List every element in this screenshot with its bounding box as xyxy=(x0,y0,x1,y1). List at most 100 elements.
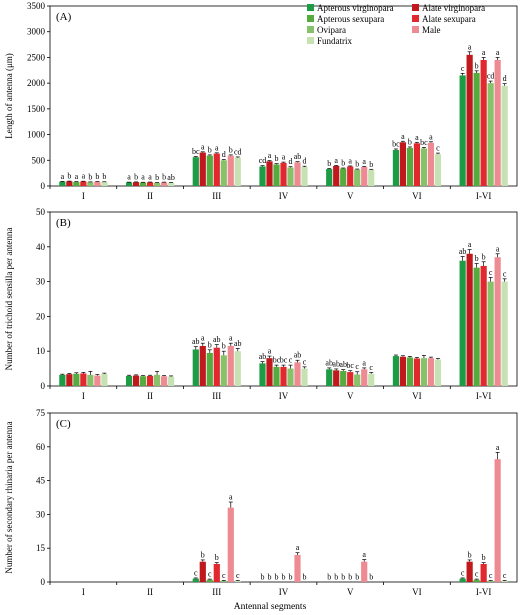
bar xyxy=(234,157,241,186)
bar xyxy=(94,375,101,386)
bar xyxy=(206,352,213,386)
significance-letter: c xyxy=(289,356,293,365)
significance-letter: b xyxy=(208,145,212,154)
bar xyxy=(392,150,400,186)
bar xyxy=(420,358,428,386)
legend-label: Alate sexupara xyxy=(422,14,476,24)
significance-letter: ab xyxy=(234,339,242,348)
significance-letter: bc xyxy=(420,138,428,147)
bar xyxy=(434,359,442,386)
significance-letter: a xyxy=(429,132,433,141)
bar xyxy=(227,155,234,186)
bar xyxy=(494,459,501,582)
bar xyxy=(280,162,287,186)
significance-letter: a xyxy=(82,172,86,181)
significance-letter: a xyxy=(148,173,152,182)
significance-letter: ab xyxy=(325,358,333,367)
x-tick-label: III xyxy=(212,391,221,401)
bar xyxy=(392,356,400,386)
significance-letter: b xyxy=(155,173,159,182)
bar xyxy=(501,580,508,582)
significance-letter: b xyxy=(282,573,286,582)
bar xyxy=(132,182,140,186)
significance-letter: ab xyxy=(192,337,200,346)
x-tick-label: II xyxy=(147,391,153,401)
significance-letter: c xyxy=(236,571,240,580)
y-tick-label: 0 xyxy=(41,381,46,391)
significance-letter: b xyxy=(229,145,233,154)
bar xyxy=(501,281,508,386)
x-tick-label: VI xyxy=(412,587,422,597)
significance-letter: bc xyxy=(192,147,200,156)
x-tick-label: III xyxy=(212,191,221,201)
y-tick-label: 500 xyxy=(32,155,46,165)
bar xyxy=(206,579,213,582)
significance-letter: c xyxy=(461,64,465,73)
significance-letter: c xyxy=(303,357,307,366)
significance-letter: b xyxy=(275,573,279,582)
bar xyxy=(480,60,487,186)
y-tick-label: 0 xyxy=(41,181,46,191)
y-tick-label: 3000 xyxy=(27,27,46,37)
significance-letter: b xyxy=(348,573,352,582)
panel-label: (A) xyxy=(56,11,72,23)
bar xyxy=(213,563,220,582)
y-tick-label: 15 xyxy=(36,543,46,553)
legend-label: Male xyxy=(422,25,441,35)
x-tick-label: I-VI xyxy=(476,191,492,201)
y-tick-label: 1500 xyxy=(27,104,46,114)
significance-letter: ab xyxy=(167,173,175,182)
bar xyxy=(259,363,266,386)
bar xyxy=(301,166,308,186)
bar xyxy=(420,148,428,186)
bar xyxy=(473,72,480,186)
significance-letter: ab xyxy=(259,352,267,361)
bar xyxy=(294,162,301,186)
bar xyxy=(87,374,94,386)
significance-letter: a xyxy=(415,133,419,142)
significance-letter: a xyxy=(468,42,472,51)
significance-letter: c xyxy=(489,268,493,277)
bar xyxy=(487,281,494,386)
bar xyxy=(273,164,280,186)
significance-letter: c xyxy=(355,362,359,371)
significance-letter: b xyxy=(222,342,226,351)
y-tick-label: 1000 xyxy=(27,130,46,140)
bar xyxy=(66,374,73,386)
significance-letter: cd xyxy=(234,147,242,156)
x-tick-label: V xyxy=(347,391,354,401)
significance-letter: b xyxy=(327,159,331,168)
significance-letter: b xyxy=(162,173,166,182)
bar xyxy=(206,155,213,186)
y-axis-label: Length of antenna (μm) xyxy=(4,53,14,139)
significance-letter: ab xyxy=(332,359,340,368)
bar xyxy=(347,166,354,186)
bar xyxy=(399,142,407,186)
x-axis-label: Antennal segments xyxy=(234,602,307,612)
bar xyxy=(266,358,273,386)
significance-letter: a xyxy=(229,334,233,343)
bar xyxy=(368,169,375,186)
significance-letter: b xyxy=(303,573,307,582)
legend-swatch xyxy=(307,15,314,22)
bar xyxy=(287,368,294,386)
x-tick-label: II xyxy=(147,191,153,201)
y-tick-label: 20 xyxy=(36,311,46,321)
bar xyxy=(125,375,133,386)
significance-letter: b xyxy=(408,137,412,146)
significance-letter: b xyxy=(275,154,279,163)
y-tick-label: 10 xyxy=(36,346,46,356)
y-tick-label: 40 xyxy=(36,242,46,252)
y-tick-label: 60 xyxy=(36,442,46,452)
bar xyxy=(199,345,206,386)
x-tick-label: II xyxy=(147,587,153,597)
y-tick-label: 0 xyxy=(41,577,46,587)
significance-letter: a xyxy=(61,172,65,181)
significance-letter: b xyxy=(341,159,345,168)
legend-label: Ovipara xyxy=(317,25,346,35)
significance-letter: a xyxy=(268,151,272,160)
bar xyxy=(361,166,368,186)
panel-2: 0 15 30 45 60 75 Number of secondary rhinaria … xyxy=(4,408,518,597)
significance-letter: c xyxy=(461,568,465,577)
